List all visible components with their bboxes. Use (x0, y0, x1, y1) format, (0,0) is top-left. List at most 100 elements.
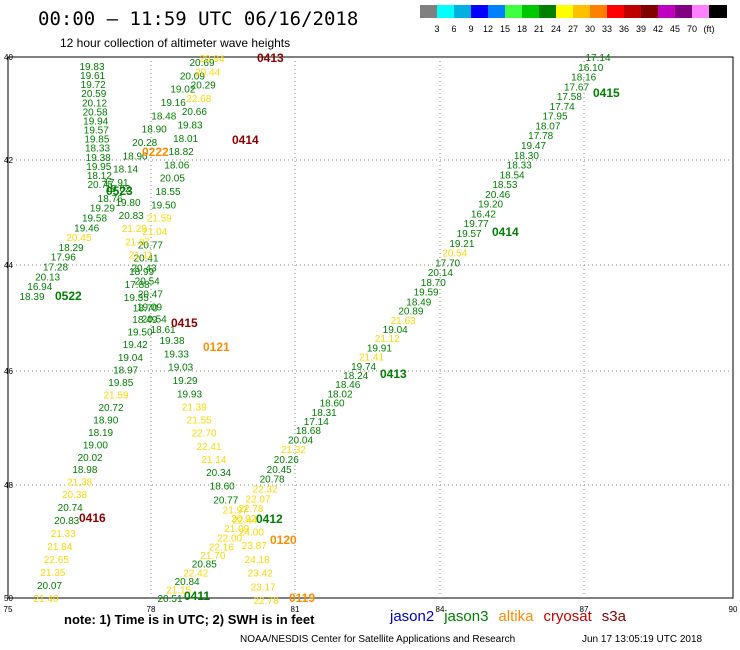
wave-height-label: 19.77 (464, 219, 489, 230)
pass-time-label: 0413 (380, 367, 407, 381)
wave-height-label: 20.13 (35, 272, 60, 283)
wave-height-label: 22.07 (245, 494, 270, 505)
wave-height-label: 20.45 (267, 465, 292, 476)
wave-height-label: 18.54 (500, 170, 525, 181)
wave-height-label: 18.97 (113, 365, 138, 376)
wave-height-label: 19.38 (86, 153, 111, 164)
wave-height-label: 19.93 (177, 389, 202, 400)
wave-height-label: 17.96 (51, 253, 76, 264)
wave-height-label: 20.72 (98, 403, 123, 414)
wave-height-label: 20.84 (175, 577, 200, 588)
wave-height-label: 21.15 (166, 585, 191, 596)
wave-height-label: 20.51 (157, 594, 182, 605)
legend-item-jason3: jason3 (444, 608, 489, 625)
wave-height-label: 21.09 (224, 524, 249, 535)
wave-height-label: 20.54 (142, 314, 167, 325)
wave-height-label: 21.32 (281, 445, 306, 456)
scale-label: 39 (635, 24, 646, 34)
pass-time-label: 0412 (256, 512, 283, 526)
pass-labels: 0413 0414 0222 0523 0522 0415 0121 0416 0412 0120… (55, 51, 620, 605)
wave-height-label: 20.14 (428, 268, 453, 279)
pass-time-label: 0120 (270, 533, 297, 547)
wave-height-label: 17.70 (435, 258, 460, 269)
wave-height-label: 19.04 (383, 325, 408, 336)
wave-height-label: 18.99 (129, 267, 154, 278)
wave-height-label: 18.16 (571, 73, 596, 84)
wave-height-label: 19.20 (478, 200, 503, 211)
wave-height-label: 22.78 (238, 504, 263, 515)
wave-height-label: 22.68 (186, 94, 211, 105)
wave-height-label: 23.42 (248, 569, 273, 580)
wave-height-label: 19.50 (127, 328, 152, 339)
wave-height-label: 20.43 (131, 263, 156, 274)
scale-label: 21 (533, 24, 544, 34)
wave-height-label: 19.00 (83, 440, 108, 451)
wave-height-label: 20.75 (87, 180, 112, 191)
wave-height-label: 22.41 (196, 442, 221, 453)
wave-height-label: 19.42 (123, 340, 148, 351)
wave-height-label: 19.80 (115, 198, 140, 209)
wave-height-label: 22.32 (253, 485, 278, 496)
wave-height-label: 20.07 (37, 581, 62, 592)
wave-height-label: 18.90 (123, 151, 148, 162)
wave-height-label: 17.88 (125, 280, 150, 291)
scale-label: 27 (567, 24, 578, 34)
scale-label: 3 (434, 24, 440, 34)
wave-height-label: 18.33 (507, 161, 532, 172)
wave-height-label: 18.02 (327, 389, 352, 400)
wave-height-label: 19.61 (80, 71, 105, 82)
wave-height-label: 20.94 (199, 54, 224, 65)
wave-height-label: 23.17 (251, 582, 276, 593)
wave-height-label: 20.54 (135, 277, 160, 288)
wave-height-label: 21.63 (391, 316, 416, 327)
pass-time-label: 0411 (184, 589, 210, 603)
legend-item-jason2: jason2 (390, 608, 435, 625)
scale-label: 9 (468, 24, 474, 34)
y-tick-label: 44 (4, 261, 13, 270)
wave-height-label: 20.41 (133, 254, 158, 265)
credit-text: NOAA/NESDIS Center for Satellite Applica… (240, 634, 516, 645)
wave-height-label: 21.35 (40, 568, 65, 579)
wave-height-label: 24.00 (239, 528, 264, 539)
wave-height-label: 19.94 (83, 117, 108, 128)
wave-height-label: 18.14 (113, 165, 138, 176)
wave-height-label: 19.57 (84, 126, 109, 137)
wave-height-label: 21.84 (47, 542, 72, 553)
wave-height-label: 19.29 (173, 376, 198, 387)
wave-height-label: 17.58 (557, 92, 582, 103)
scale-label: 42 (652, 24, 663, 34)
wave-height-label: 18.30 (514, 151, 539, 162)
pass-time-label: 0222 (142, 145, 169, 159)
scale-swatch (471, 5, 489, 18)
x-tick-label: 81 (291, 605, 300, 614)
scale-label: 70 (686, 24, 697, 34)
wave-height-label: 20.54 (442, 249, 467, 260)
wave-height-label: 20.44 (195, 67, 220, 78)
wave-height-label: 16.10 (578, 63, 603, 74)
scale-label: 15 (499, 24, 510, 34)
wave-height-label: 22.44 (232, 516, 257, 527)
wave-height-label: 21.14 (201, 455, 226, 466)
wave-height-label: 16.94 (27, 282, 52, 293)
scale-swatch (641, 5, 659, 18)
wave-height-label: 20.77 (138, 240, 163, 251)
scale-swatch (624, 5, 642, 18)
wave-height-label: 20.09 (180, 71, 205, 82)
wave-height-label: 20.89 (398, 307, 423, 318)
wave-height-label: 19.95 (86, 162, 111, 173)
scale-swatch (454, 5, 472, 18)
wave-height-label: 18.82 (169, 147, 194, 158)
wave-height-label: 18.01 (173, 134, 198, 145)
scale-swatch (420, 5, 438, 18)
wave-height-label: 19.83 (177, 121, 202, 132)
wave-height-label: 20.47 (138, 290, 163, 301)
y-tick-label: 50 (4, 594, 13, 603)
wave-height-label: 18.39 (19, 292, 44, 303)
scale-label: 30 (584, 24, 595, 34)
pass-time-label: 0121 (203, 340, 230, 354)
wave-height-label: 18.61 (151, 325, 176, 336)
note-text: note: 1) Time is in UTC; 2) SWH is in fe… (64, 612, 315, 627)
wave-height-label: 18.07 (535, 121, 560, 132)
wave-height-label: 19.74 (351, 362, 376, 373)
wave-height-label: 22.00 (217, 534, 242, 545)
